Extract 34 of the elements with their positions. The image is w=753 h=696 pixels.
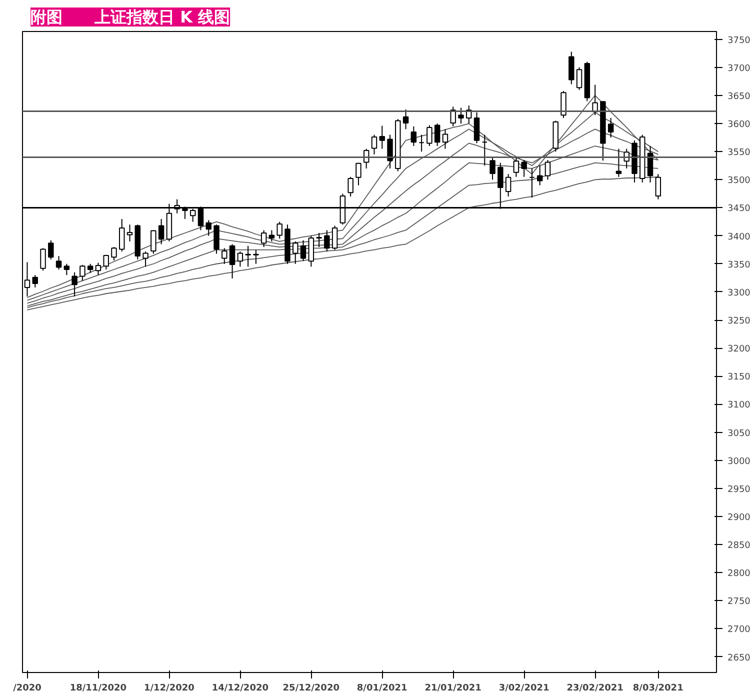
y-tick-label: 2850 — [728, 541, 751, 552]
y-tick-label: 3500 — [728, 176, 751, 186]
y-tick-label: 3050 — [728, 428, 751, 439]
x-tick-label: 25/12/2020 — [282, 684, 340, 694]
y-tick-label: 3200 — [728, 344, 751, 355]
y-tick-label: 3000 — [728, 456, 751, 467]
y-tick-label: 3300 — [728, 288, 751, 298]
y-tick-label: 2750 — [728, 597, 751, 608]
y-tick-label: 3700 — [728, 64, 751, 74]
x-tick-label: 23/02/2021 — [566, 684, 624, 694]
y-tick-label: 2700 — [728, 625, 751, 636]
y-tick-label: 3350 — [728, 260, 751, 270]
y-tick-label: 3250 — [728, 316, 751, 327]
y-tick-label: 3450 — [728, 204, 751, 214]
y-tick-label: 3100 — [728, 400, 751, 411]
x-tick-label: 3/02/2021 — [498, 684, 550, 694]
y-tick-label: 2650 — [728, 653, 751, 664]
y-tick-label: 2950 — [728, 484, 751, 495]
x-tick-label: 1/12/2020 — [144, 684, 194, 694]
x-tick-label: 8/03/2021 — [632, 684, 684, 694]
y-tick-label: 3400 — [728, 232, 751, 242]
y-tick-label: 3650 — [728, 92, 751, 102]
x-tick-label: 18/11/2020 — [70, 684, 127, 694]
x-tick-label: 21/01/2021 — [424, 684, 482, 694]
y-tick-label: 3150 — [728, 372, 751, 383]
y-tick-label: 2800 — [728, 569, 751, 580]
x-tick-label: /2020 — [13, 684, 42, 694]
x-tick-label: 14/12/2020 — [212, 684, 268, 694]
y-tick-label: 3550 — [728, 148, 751, 158]
x-tick-label: 8/01/2021 — [356, 684, 408, 694]
y-tick-label: 2900 — [728, 512, 751, 523]
y-tick-label: 3750 — [728, 36, 751, 46]
y-tick-label: 3600 — [728, 120, 751, 130]
chart-title: 附图 上证指数日 K 线图 — [30, 8, 230, 26]
